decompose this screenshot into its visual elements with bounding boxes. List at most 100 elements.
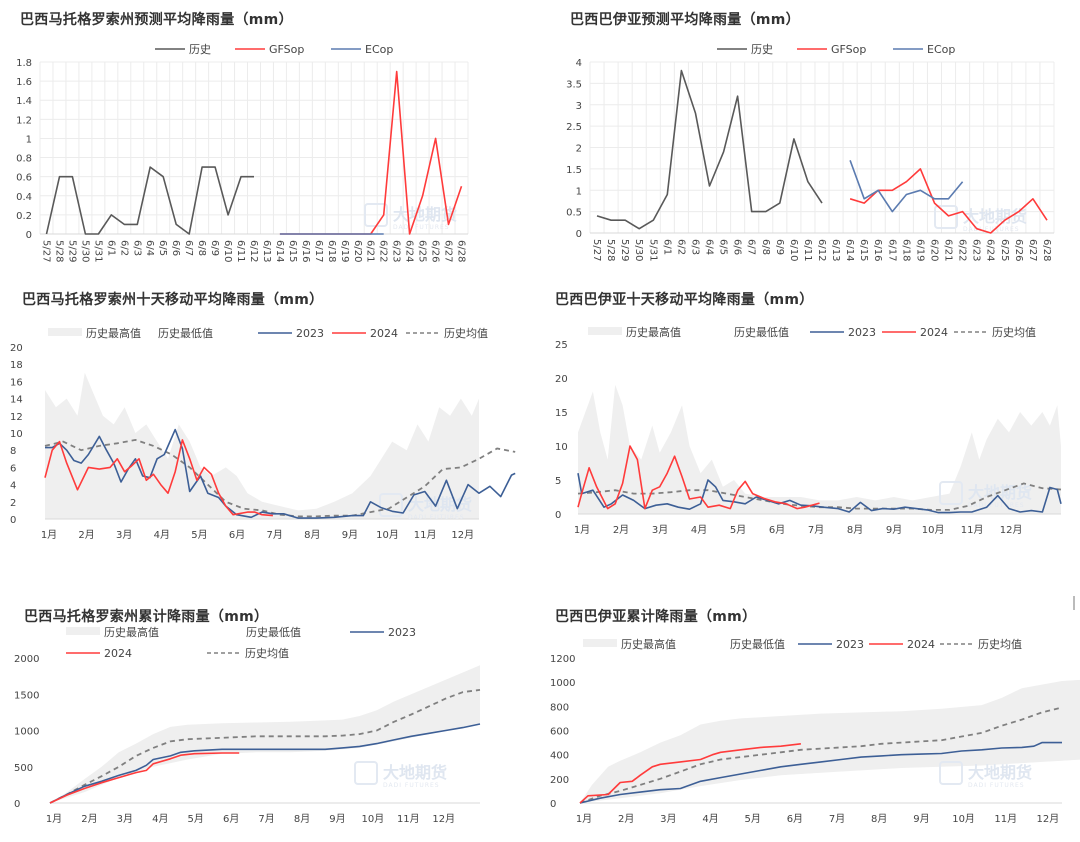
legend-label: 2024 — [370, 327, 398, 340]
chart-panel-ba-cum: 巴西巴伊亚累计降雨量（mm） 0 200 400 600 800 1000 1200 1月 2月… — [540, 600, 1080, 842]
y-tick-label: 14 — [10, 395, 23, 406]
y-tick-label: 1.6 — [16, 77, 32, 88]
series-line-ec — [849, 160, 964, 213]
series-line-2023 — [579, 741, 1062, 804]
x-tick-label: 6/18 — [900, 239, 911, 261]
x-tick-label: 12月 — [451, 529, 474, 541]
chart-panel-mt-forecast: 巴西马托格罗索州预测平均降雨量（mm） 0 0.2 0.4 0.6 0.8 1 1.2 1.4… — [0, 0, 540, 280]
y-tick-label: 10 — [555, 442, 568, 453]
watermark-subtext: DADI FUTURES — [968, 502, 1025, 509]
y-tick-label: 4 — [10, 481, 16, 492]
x-tick-label: 4月 — [154, 529, 170, 541]
y-tick-label: 800 — [550, 702, 569, 713]
y-tick-label: 3 — [576, 101, 582, 112]
x-tick-label: 1月 — [576, 813, 592, 825]
x-tick-label: 7月 — [829, 813, 845, 825]
x-tick-label: 10月 — [376, 529, 399, 541]
y-tick-label: 25 — [555, 340, 568, 351]
legend-label: 历史最高值 — [626, 325, 681, 339]
y-tick-label: 1200 — [550, 654, 575, 665]
y-tick-label: 10 — [10, 429, 23, 440]
y-tick-label: 18 — [10, 360, 23, 371]
x-tick-label: 5/31 — [92, 240, 103, 262]
watermark-subtext: DADI FUTURES — [393, 224, 450, 231]
y-tick-label: 16 — [10, 377, 23, 388]
x-tick-label: 6/10 — [222, 240, 233, 262]
x-tick-label: 12月 — [1000, 524, 1023, 536]
legend-label: 2023 — [848, 326, 876, 339]
x-tick-label: 6/11 — [802, 239, 813, 261]
y-tick-label: 4 — [576, 58, 582, 69]
y-tick-label: 8 — [10, 446, 16, 457]
x-tick-label: 6/28 — [456, 240, 467, 262]
legend-label: 历史均值 — [245, 647, 289, 660]
x-tick-label: 3月 — [652, 524, 668, 536]
x-tick-label: 6/3 — [131, 240, 142, 256]
legend-label: 2024 — [907, 638, 935, 651]
x-tick-label: 5/28 — [53, 240, 64, 262]
y-tick-label: 20 — [10, 343, 23, 354]
legend-label: 历史最低值 — [734, 326, 789, 339]
x-tick-label: 11月 — [414, 529, 437, 541]
x-tick-label: 6/28 — [1041, 239, 1052, 261]
chart-ba-forecast: 00.511.522.533.545/27 5/28 5/29 5/30 5/31 6/1… — [566, 43, 1055, 261]
y-tick-label: 3.5 — [566, 79, 582, 90]
x-tick-label: 6/25 — [999, 239, 1010, 261]
y-tick-label: 0.6 — [16, 173, 32, 184]
y-tick-label: 0 — [26, 230, 32, 241]
x-tick-label: 5/29 — [66, 240, 77, 262]
legend-label: 历史 — [751, 43, 773, 56]
x-tick-label: 5/27 — [40, 240, 51, 262]
x-tick-label: 4月 — [691, 524, 707, 536]
x-tick-label: 6/9 — [209, 240, 220, 256]
series-line-2024 — [49, 752, 240, 804]
x-tick-label: 4月 — [152, 813, 168, 825]
x-tick-label: 6/26 — [1013, 239, 1024, 261]
x-tick-label: 6月 — [769, 524, 785, 536]
y-tick-label: 1 — [576, 186, 582, 197]
x-tick-label: 6/21 — [943, 239, 954, 261]
y-tick-label: 0.4 — [16, 192, 32, 203]
x-tick-label: 9月 — [886, 524, 902, 536]
x-tick-label: 5月 — [730, 524, 746, 536]
legend-swatch-max — [48, 328, 82, 336]
x-tick-label: 6月 — [223, 813, 239, 825]
chart-mt-forecast: 00.20.40.60.811.21.41.61.85/27 5/28 5/29 5/… — [16, 43, 469, 262]
y-tick-label: 2 — [576, 144, 582, 155]
legend-label: GFSop — [831, 43, 866, 56]
x-tick-label: 6/21 — [365, 240, 376, 262]
x-tick-label: 6/9 — [774, 239, 785, 255]
legend-label: 历史最高值 — [621, 637, 676, 651]
watermark-logo-icon — [939, 761, 963, 785]
edge-divider — [1073, 596, 1075, 610]
chart-title: 巴西巴伊亚预测平均降雨量（mm） — [570, 12, 800, 28]
legend-label: 历史均值 — [444, 327, 488, 340]
x-tick-label: 1月 — [574, 524, 590, 536]
series-line-2024 — [577, 445, 820, 510]
chart-title: 巴西马托格罗索州十天移动平均降雨量（mm） — [22, 292, 324, 308]
x-tick-label: 1月 — [46, 813, 62, 825]
chart-panel-mt-cum: 巴西马托格罗索州累计降雨量（mm） 0 500 1000 1500 2000 1月 2月 3月… — [0, 600, 540, 842]
x-tick-label: 11月 — [397, 813, 420, 825]
x-tick-label: 6/22 — [957, 239, 968, 261]
watermark-text: 大地期货 — [963, 207, 1027, 226]
legend-label: 历史最低值 — [246, 626, 301, 639]
x-tick-label: 6/7 — [183, 240, 194, 256]
x-tick-label: 10月 — [922, 524, 945, 536]
x-tick-label: 6/17 — [313, 240, 324, 262]
x-tick-label: 3月 — [660, 813, 676, 825]
x-tick-label: 6/14 — [844, 239, 855, 261]
legend-label: 2024 — [104, 647, 132, 660]
x-tick-label: 6/13 — [261, 240, 272, 262]
x-tick-label: 2月 — [81, 813, 97, 825]
historical-range-band — [580, 679, 1080, 803]
y-tick-label: 2 — [10, 498, 16, 509]
x-tick-label: 9月 — [913, 813, 929, 825]
x-tick-label: 9月 — [342, 529, 358, 541]
watermark-subtext: DADI FUTURES — [383, 782, 440, 789]
series-line-history — [45, 166, 254, 235]
y-tick-label: 2.5 — [566, 122, 582, 133]
series-line-2024 — [579, 743, 801, 804]
y-tick-label: 5 — [555, 476, 561, 487]
